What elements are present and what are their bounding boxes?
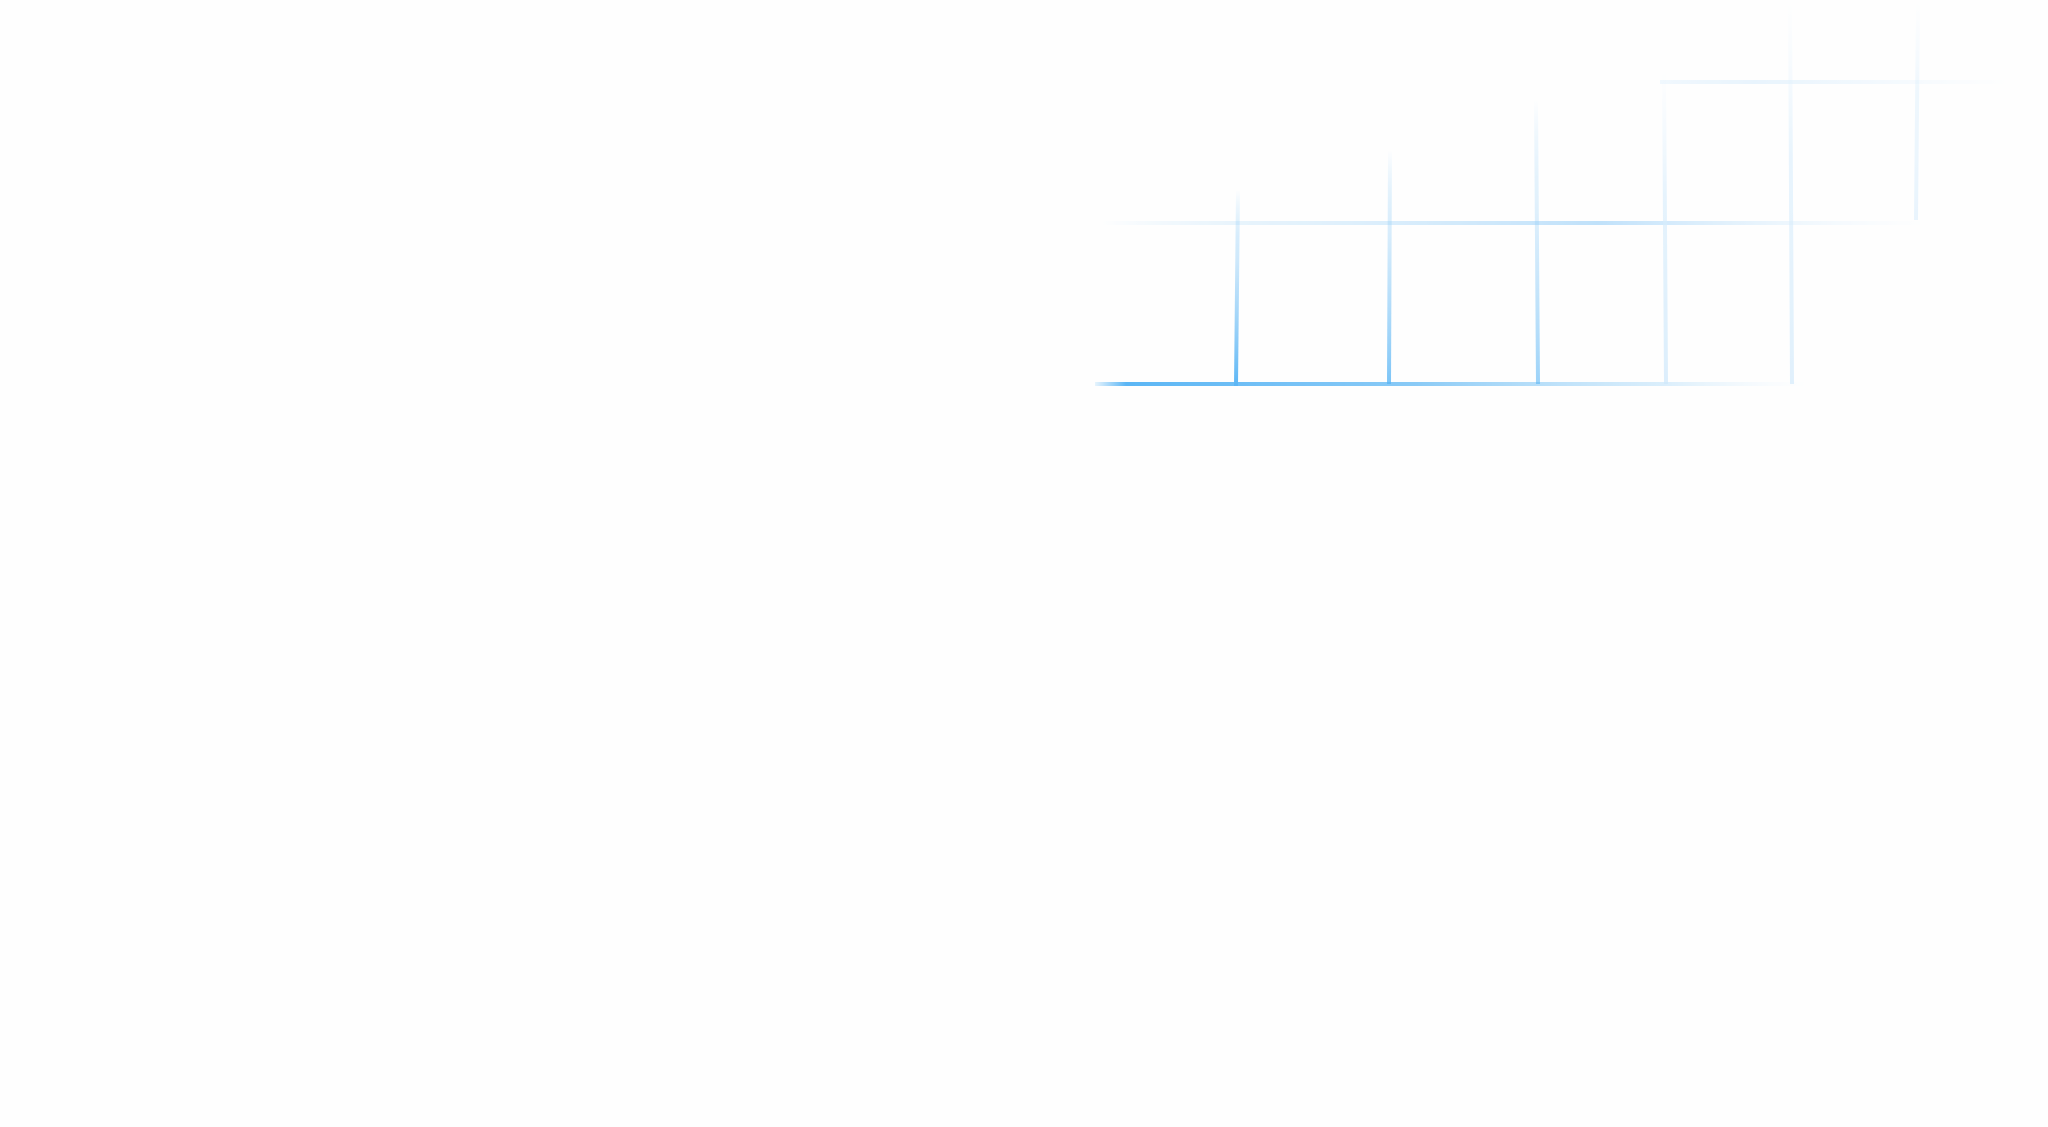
grid-line-v-3	[1387, 149, 1392, 385]
grid-line-v-6	[1788, 0, 1794, 385]
grid-line-v-5	[1662, 69, 1668, 385]
grid-line-v-4	[1534, 99, 1540, 385]
grid-line-v-7	[1914, 0, 1920, 221]
grid-line-v-2	[1234, 189, 1240, 387]
